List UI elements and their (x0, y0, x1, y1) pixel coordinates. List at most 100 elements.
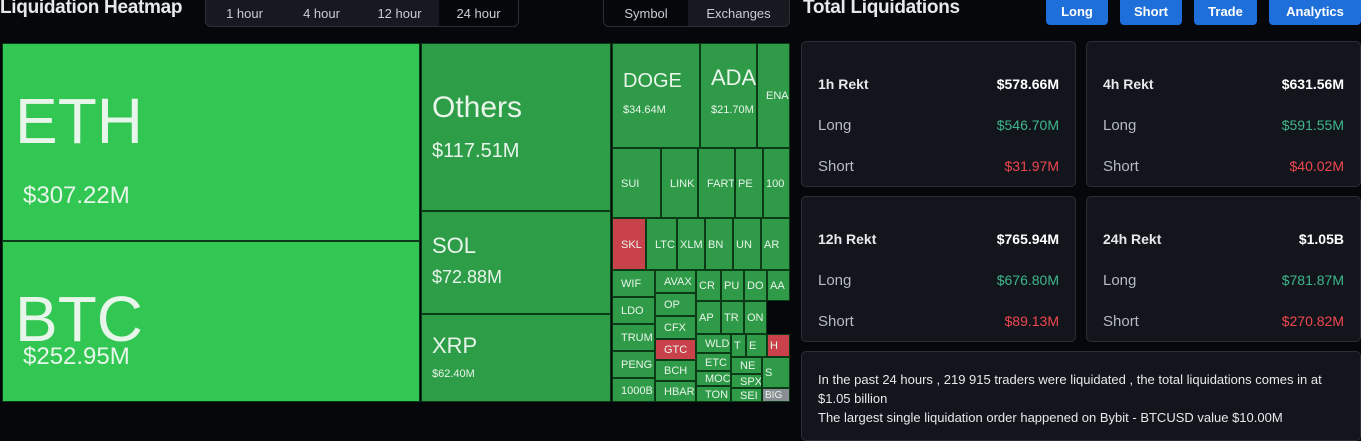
heatmap-tile[interactable]: ETC (696, 353, 731, 371)
row-label: 1h Rekt (818, 76, 869, 92)
tile-value: $72.88M (432, 267, 503, 287)
heatmap-tile[interactable]: SEI (731, 388, 762, 402)
heatmap-tile[interactable]: ADA $21.70M (700, 43, 757, 148)
tile-label: GTC (664, 344, 688, 356)
heatmap-tile[interactable]: E (746, 334, 767, 357)
tile-label: SPX (740, 375, 762, 388)
card-row: Short $89.13M (818, 313, 1059, 330)
tile-label: WIF (621, 278, 642, 290)
panel-title: Total Liquidations (803, 0, 960, 18)
heatmap-tile[interactable]: DOGE $34.64M (612, 43, 700, 148)
heatmap-tile[interactable]: ON (744, 301, 767, 334)
heatmap-tile[interactable]: BTC $252.95M (2, 241, 420, 402)
row-label: Long (1103, 272, 1137, 289)
heatmap-tile[interactable]: BN (705, 218, 733, 270)
summary-text: The largest single liquidation order hap… (818, 410, 1283, 425)
tile-label: TR (724, 312, 739, 324)
tab[interactable]: 12 hour (377, 6, 422, 21)
heatmap-tile[interactable]: TR (721, 301, 744, 334)
button[interactable]: Analytics (1269, 0, 1361, 25)
button[interactable]: Long (1046, 0, 1108, 25)
heatmap-tile[interactable]: BIG (762, 388, 790, 402)
tile-label: 100 (766, 177, 785, 190)
heatmap-tile[interactable]: SPX (731, 374, 762, 388)
heatmap-tile[interactable]: 1000B (612, 378, 655, 402)
heatmap-tile[interactable]: AVAX (655, 270, 696, 293)
tile-label: DOGE (623, 70, 682, 92)
tab[interactable]: Exchanges (706, 6, 771, 21)
tab[interactable]: 4 hour (303, 6, 340, 21)
heatmap-tile[interactable]: PE (735, 148, 763, 218)
row-label: Short (818, 313, 854, 330)
heatmap-tile[interactable]: CFX (655, 316, 696, 339)
heatmap-tile[interactable]: OP (655, 293, 696, 316)
heatmap-tile[interactable]: UN (733, 218, 761, 270)
heatmap-tile[interactable]: PENG (612, 351, 655, 378)
heatmap-tile[interactable]: SOL $72.88M (421, 211, 611, 314)
tile-label: HBAR (664, 386, 695, 398)
row-label: Long (818, 272, 852, 289)
tile-label: OP (664, 299, 680, 311)
heatmap-title: Liquidation Heatmap (0, 0, 183, 18)
tab[interactable]: 24 hour (439, 0, 518, 26)
heatmap-tile[interactable]: S (762, 357, 790, 388)
heatmap-tile[interactable]: HBAR (655, 381, 696, 402)
heatmap-tile[interactable]: AR (761, 218, 790, 270)
tile-label: SUI (621, 177, 640, 190)
tile-label: XRP (432, 332, 478, 358)
card-row: Short $40.02M (1103, 158, 1344, 175)
heatmap-tile[interactable]: SUI (612, 148, 661, 218)
tab[interactable]: Symbol (604, 0, 688, 26)
button[interactable]: Trade (1194, 0, 1257, 25)
tile-label: TRUM (621, 332, 653, 344)
rekt-card: 24h Rekt $1.05B Long $781.87M Short $270.82M (1086, 196, 1361, 342)
heatmap-tile[interactable]: DO (744, 270, 767, 301)
tile-label: CFX (664, 322, 686, 334)
heatmap-tile[interactable]: FART (698, 148, 735, 218)
tile-label: AA (770, 280, 785, 292)
row-label: Short (1103, 158, 1139, 175)
heatmap-tile[interactable]: XLM (677, 218, 705, 270)
tile-label: CR (699, 280, 715, 292)
heatmap-tile[interactable]: T (731, 334, 746, 357)
heatmap-tile[interactable]: SKL (612, 218, 646, 270)
heatmap-tile[interactable]: H (767, 334, 790, 357)
heatmap-tile[interactable]: Others $117.51M (421, 43, 611, 211)
tile-label: AVAX (664, 276, 692, 288)
heatmap-tile[interactable]: LINK (661, 148, 698, 218)
row-value: $765.94M (996, 231, 1059, 247)
heatmap-tile[interactable]: GTC (655, 339, 696, 360)
heatmap-tile[interactable]: AA (767, 270, 790, 301)
row-value: $578.66M (996, 76, 1059, 92)
tile-label: BTC (15, 283, 143, 355)
heatmap-tile[interactable]: CR (696, 270, 721, 301)
tile-label: SKL (621, 238, 642, 251)
heatmap-tile[interactable]: XRP $62.40M (421, 314, 611, 402)
heatmap-tile[interactable]: MOC (696, 371, 731, 386)
heatmap-tile[interactable]: TON (696, 386, 731, 402)
heatmap-tile[interactable]: TRUM (612, 324, 655, 351)
heatmap-tile[interactable]: NE (731, 357, 762, 374)
row-label: Short (1103, 313, 1139, 330)
card-row: 1h Rekt $578.66M (818, 76, 1059, 92)
heatmap-tile[interactable]: LTC (646, 218, 677, 270)
heatmap-tile[interactable]: ENA (757, 43, 790, 148)
button[interactable]: Short (1120, 0, 1182, 25)
heatmap-tile[interactable]: PU (721, 270, 744, 301)
row-label: 24h Rekt (1103, 231, 1162, 247)
heatmap-tile[interactable]: ETH $307.22M (2, 43, 420, 241)
tile-label: BIG (765, 389, 783, 401)
heatmap-tile[interactable]: BCH (655, 360, 696, 381)
heatmap-tile[interactable]: WLD (696, 334, 731, 353)
heatmap-tile[interactable]: 100 (763, 148, 790, 218)
tile-value: $62.40M (432, 368, 475, 380)
heatmap-tile[interactable]: LDO (612, 297, 655, 324)
summary: In the past 24 hours , 219 915 traders w… (801, 351, 1361, 441)
tile-label: T (734, 340, 741, 352)
tab[interactable]: 1 hour (226, 6, 263, 21)
tile-label: PU (724, 280, 740, 292)
row-label: 4h Rekt (1103, 76, 1154, 92)
heatmap-tile[interactable]: WIF (612, 270, 655, 297)
tile-label: AP (699, 312, 714, 324)
heatmap-tile[interactable]: AP (696, 301, 721, 334)
